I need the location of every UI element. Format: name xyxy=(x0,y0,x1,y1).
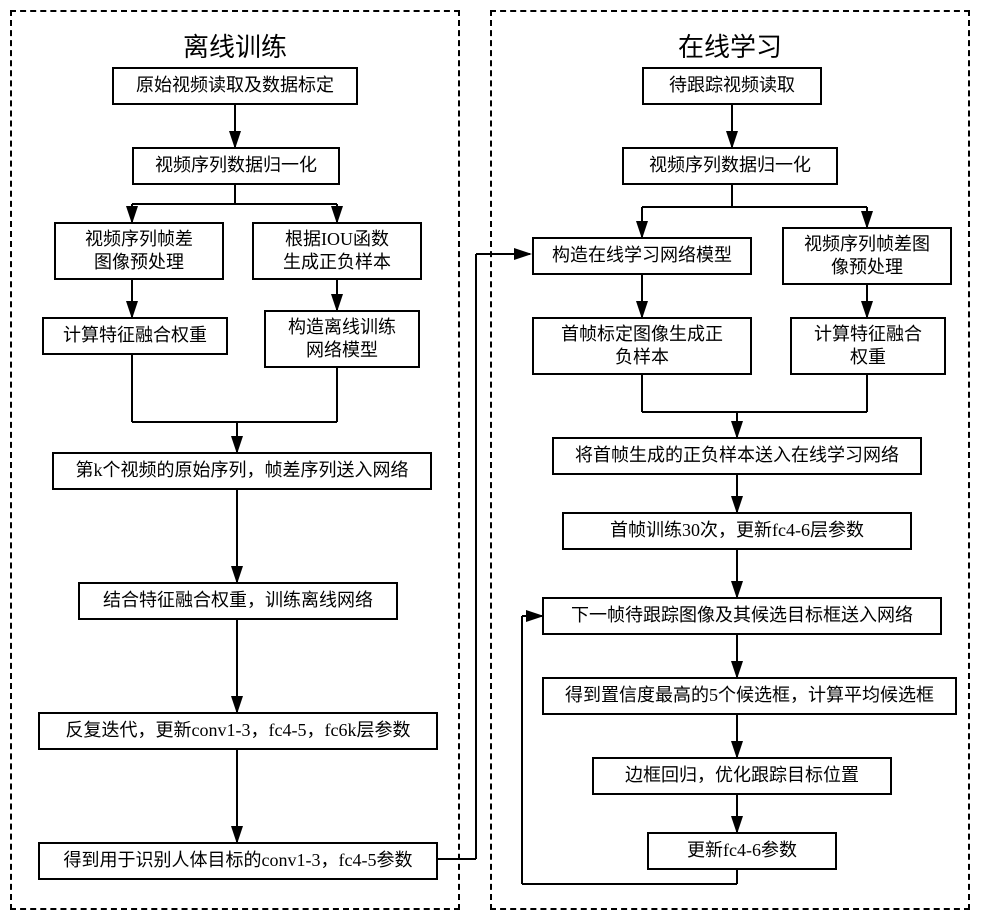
box-l6: 构造离线训练 网络模型 xyxy=(264,310,420,368)
online-learning-panel: 在线学习 待跟踪视频读取 视频序列数据归一化 构造在线学习网络模型 视频序列帧差… xyxy=(490,10,970,910)
box-l9: 反复迭代，更新conv1-3，fc4-5，fc6k层参数 xyxy=(38,712,438,750)
box-r5: 首帧标定图像生成正 负样本 xyxy=(532,317,752,375)
offline-title: 离线训练 xyxy=(22,27,448,64)
box-r1: 待跟踪视频读取 xyxy=(642,67,822,105)
box-r2: 视频序列数据归一化 xyxy=(622,147,838,185)
box-l10: 得到用于识别人体目标的conv1-3，fc4-5参数 xyxy=(38,842,438,880)
box-l3: 视频序列帧差 图像预处理 xyxy=(54,222,224,280)
box-l2: 视频序列数据归一化 xyxy=(132,147,340,185)
box-l1: 原始视频读取及数据标定 xyxy=(112,67,358,105)
offline-training-panel: 离线训练 原始视频读取及数据标定 视频序列数据归一化 视频序列帧差 图像预处理 … xyxy=(10,10,460,910)
flowchart-diagram: 离线训练 原始视频读取及数据标定 视频序列数据归一化 视频序列帧差 图像预处理 … xyxy=(10,10,990,910)
box-l8: 结合特征融合权重，训练离线网络 xyxy=(78,582,398,620)
box-r7: 将首帧生成的正负样本送入在线学习网络 xyxy=(552,437,922,475)
box-r8: 首帧训练30次，更新fc4-6层参数 xyxy=(562,512,912,550)
box-r9: 下一帧待跟踪图像及其候选目标框送入网络 xyxy=(542,597,942,635)
box-r12: 更新fc4-6参数 xyxy=(647,832,837,870)
box-r11: 边框回归，优化跟踪目标位置 xyxy=(592,757,892,795)
box-r6: 计算特征融合 权重 xyxy=(790,317,946,375)
box-r3: 构造在线学习网络模型 xyxy=(532,237,752,275)
box-l5: 计算特征融合权重 xyxy=(42,317,228,355)
box-r4: 视频序列帧差图 像预处理 xyxy=(782,227,952,285)
box-l7: 第k个视频的原始序列，帧差序列送入网络 xyxy=(52,452,432,490)
box-l4: 根据IOU函数 生成正负样本 xyxy=(252,222,422,280)
box-r10: 得到置信度最高的5个候选框，计算平均候选框 xyxy=(542,677,957,715)
online-title: 在线学习 xyxy=(502,27,958,64)
